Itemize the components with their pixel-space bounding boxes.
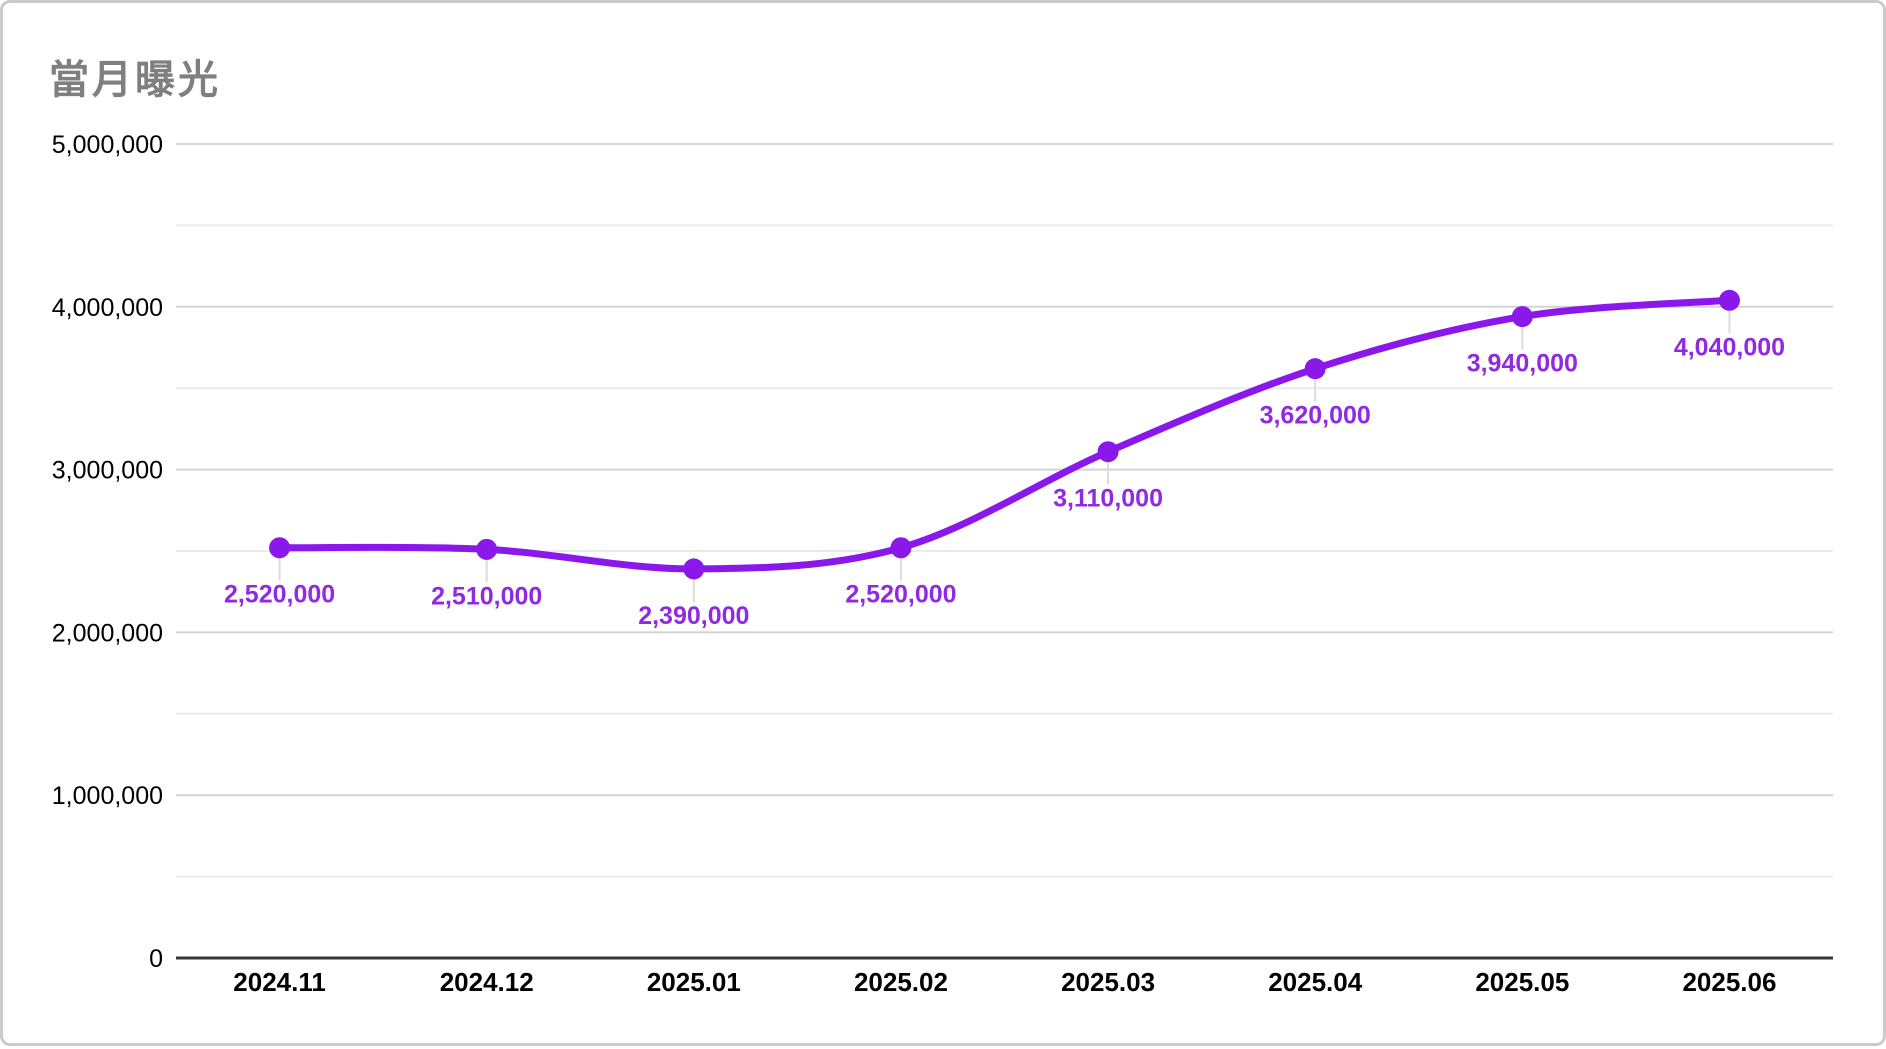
data-point-label: 2,520,000 xyxy=(845,581,956,609)
data-point-label: 3,110,000 xyxy=(1053,485,1163,513)
y-axis-tick-label: 0 xyxy=(149,945,163,973)
data-point[interactable] xyxy=(1718,289,1740,311)
x-axis-tick-label: 2025.04 xyxy=(1268,967,1363,997)
y-axis-tick-label: 2,000,000 xyxy=(52,619,163,647)
y-axis-tick-label: 3,000,000 xyxy=(52,457,163,485)
y-axis-tick-label: 1,000,000 xyxy=(52,782,163,810)
x-axis-tick-label: 2025.06 xyxy=(1682,967,1776,997)
data-point-label: 3,940,000 xyxy=(1467,350,1578,378)
chart-title: 當月曝光 xyxy=(49,58,221,102)
y-axis-tick-label: 4,000,000 xyxy=(52,294,163,322)
line-chart-canvas: 0 1,000,000 2,000,000 3,000,000 4,000,000 5,0… xyxy=(52,131,1833,997)
data-point-label: 3,620,000 xyxy=(1260,402,1371,430)
y-axis-tick-label: 5,000,000 xyxy=(52,131,163,159)
series-line xyxy=(276,296,1733,573)
x-axis-tick-label: 2025.03 xyxy=(1061,967,1155,997)
data-point[interactable] xyxy=(890,537,912,559)
data-point-label: 2,520,000 xyxy=(224,581,335,609)
x-axis-tick-label: 2025.01 xyxy=(647,967,741,997)
data-point[interactable] xyxy=(476,538,498,560)
data-point-label: 2,510,000 xyxy=(431,582,542,610)
data-point-label: 4,040,000 xyxy=(1674,333,1785,361)
data-point[interactable] xyxy=(1304,358,1326,380)
x-axis-tick-label: 2024.12 xyxy=(440,967,534,997)
data-point[interactable] xyxy=(1097,441,1119,463)
data-point[interactable] xyxy=(269,537,291,559)
x-axis-tick-label: 2025.05 xyxy=(1475,967,1569,997)
data-point[interactable] xyxy=(683,558,705,580)
data-point[interactable] xyxy=(1511,306,1533,328)
x-axis-tick-label: 2024.11 xyxy=(233,967,326,997)
x-axis-tick-label: 2025.02 xyxy=(854,967,948,997)
data-point-label: 2,390,000 xyxy=(638,602,749,630)
